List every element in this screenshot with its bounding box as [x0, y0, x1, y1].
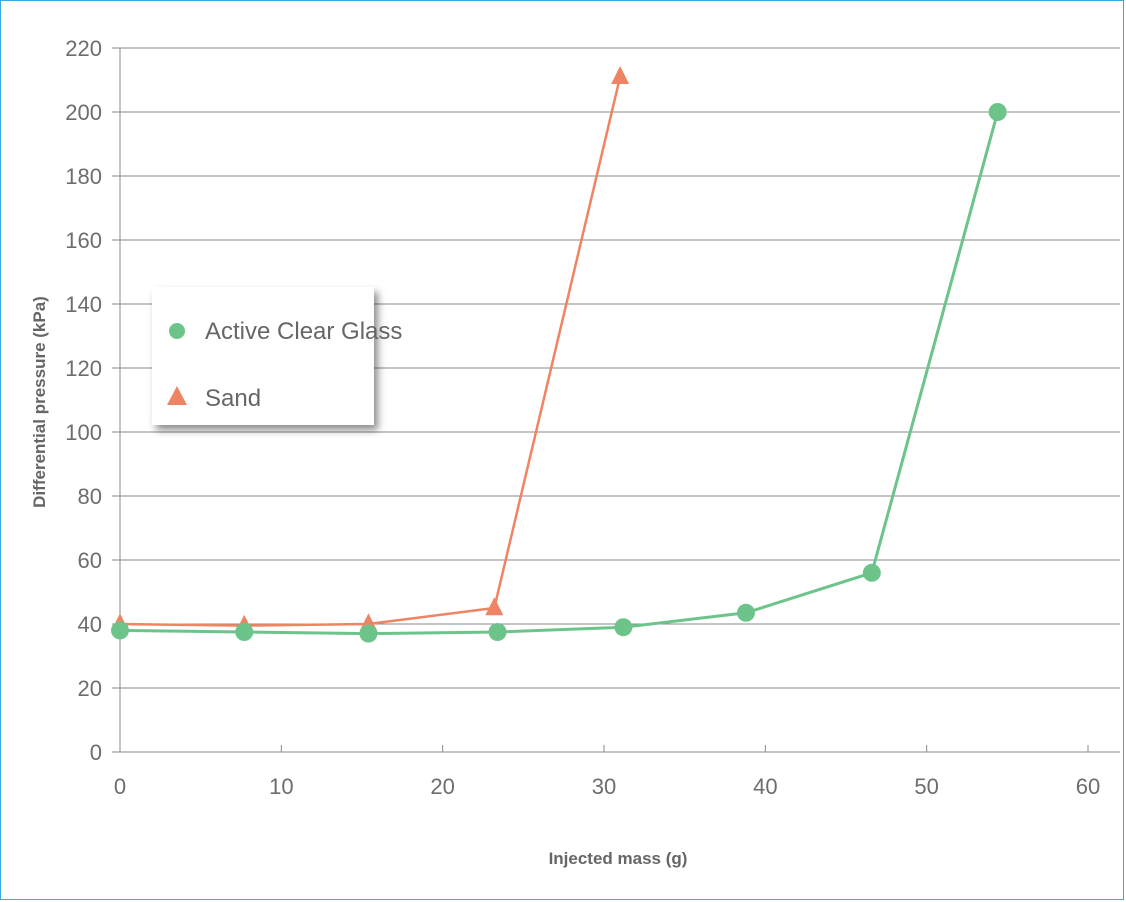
legend-box — [152, 287, 374, 425]
x-tick-label-20: 20 — [430, 774, 454, 799]
point-active-clear-glass-2 — [359, 624, 378, 643]
series-active-clear-glass — [111, 103, 1007, 643]
x-tick-labels: 0 10 20 30 40 50 60 — [114, 774, 1100, 799]
y-tick-label-220: 220 — [65, 36, 102, 61]
legend-label-active-clear-glass: Active Clear Glass — [205, 318, 402, 345]
series-layer — [111, 66, 1007, 643]
point-sand-3 — [485, 597, 504, 616]
y-tick-label-60: 60 — [78, 548, 102, 573]
x-tick-label-0: 0 — [114, 774, 126, 799]
x-axis-title: Injected mass (g) — [549, 849, 688, 868]
x-tick-label-10: 10 — [269, 774, 293, 799]
y-tick-label-40: 40 — [78, 612, 102, 637]
x-tick-label-30: 30 — [592, 774, 616, 799]
y-tick-label-20: 20 — [78, 676, 102, 701]
y-tick-label-160: 160 — [65, 228, 102, 253]
x-tick-label-40: 40 — [753, 774, 777, 799]
point-active-clear-glass-0 — [111, 621, 129, 640]
y-tick-label-120: 120 — [65, 356, 102, 381]
point-active-clear-glass-5 — [736, 603, 755, 622]
y-tick-labels: 0 20 40 60 80 100 120 140 160 180 200 220 — [65, 36, 102, 765]
point-sand-4 — [611, 66, 630, 84]
y-tick-label-80: 80 — [78, 484, 102, 509]
series-line-active-clear-glass — [119, 111, 1000, 636]
y-tick-label-140: 140 — [65, 292, 102, 317]
y-tick-label-0: 0 — [90, 740, 102, 765]
legend-marker-sand — [167, 386, 187, 405]
legend-marker-active-clear-glass — [169, 323, 185, 339]
y-tick-label-200: 200 — [65, 100, 102, 125]
legend-label-sand: Sand — [205, 385, 261, 412]
x-tick-label-50: 50 — [914, 774, 938, 799]
y-tick-label-100: 100 — [65, 420, 102, 445]
y-axis-title: Differential pressure (kPa) — [30, 296, 49, 508]
y-tick-label-180: 180 — [65, 164, 102, 189]
legend: Active Clear Glass Sand — [152, 287, 402, 425]
point-active-clear-glass-1 — [235, 623, 254, 641]
point-active-clear-glass-6 — [862, 563, 881, 582]
point-active-clear-glass-7 — [988, 103, 1007, 121]
point-active-clear-glass-3 — [488, 623, 507, 641]
x-tick-label-60: 60 — [1076, 774, 1100, 799]
point-active-clear-glass-4 — [614, 618, 633, 637]
